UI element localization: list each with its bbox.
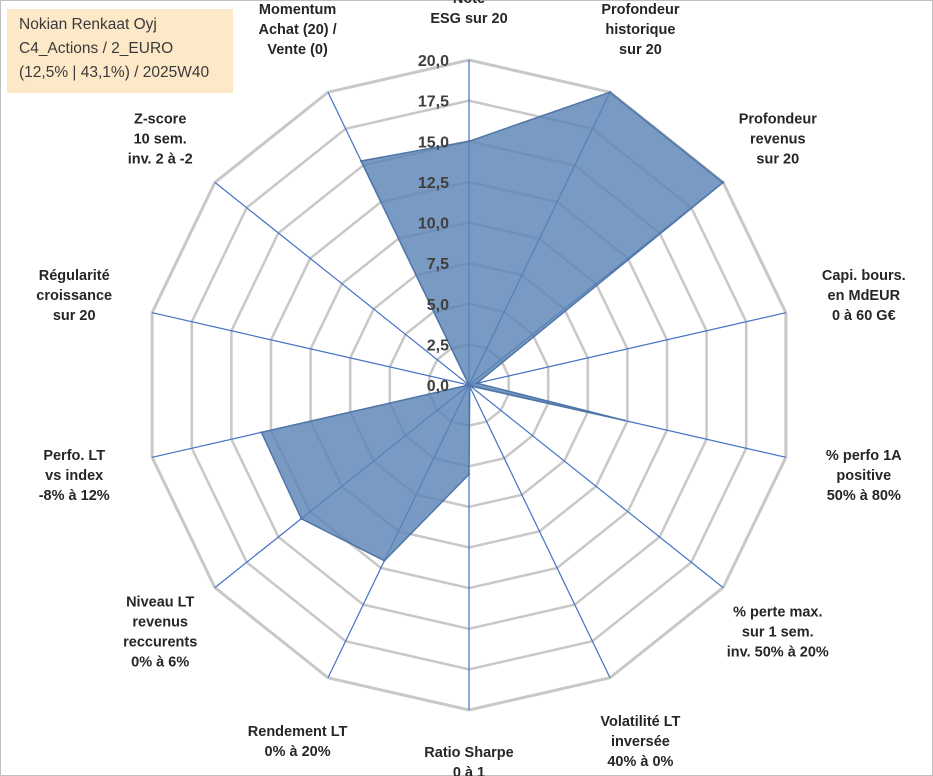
axis-label-line: croissance [36,288,112,304]
data-point [467,473,471,476]
axis-label-line: en MdEUR [828,288,901,304]
axis-label-line: Perfo. LT [43,448,105,464]
axis-label-line: ESG sur 20 [430,11,507,27]
axis-label-line: Ratio Sharpe [424,745,513,761]
axis-label-line: 40% à 0% [607,754,673,770]
axis-label-line: -8% à 12% [39,488,110,504]
axis-label-line: Momentum [259,2,336,18]
axis-label-line: reccurents [123,634,197,650]
axis-label-line: 0 à 1 [453,765,485,776]
tick-label: 7,5 [427,256,449,273]
info-box: Nokian Renkaat Oyj C4_Actions / 2_EURO (… [7,9,233,93]
axis-label-line: Profondeur [739,112,817,128]
axis-label: Momentum Achat (20) / Vente (0) [259,2,337,58]
axis-label-line: vs index [45,468,103,484]
data-point [467,140,471,143]
axis-label-line: 0% à 20% [265,744,331,760]
axis-label: Profondeur historique sur 20 [601,2,679,58]
info-company-name: Nokian Renkaat Oyj [19,16,157,33]
tick-label: 0,0 [427,378,449,395]
axis-label-line: Rendement LT [248,724,348,740]
axis-spoke [468,312,787,386]
axis-label-line: sur 20 [619,42,662,58]
radar-series [260,91,725,562]
axis-label-line: positive [836,468,891,484]
axis-label-line: 0% à 6% [131,654,189,670]
axis-label-line: inv. 2 à -2 [128,152,193,168]
tick-label: 5,0 [427,297,449,314]
axis-spoke [468,384,724,589]
axis-label-line: historique [605,22,675,38]
info-stats: (12,5% | 43,1%) / 2025W40 [19,64,210,81]
tick-label: 15,0 [418,134,449,151]
axis-label: Volatilité LT inversée 40% à 0% [600,714,680,770]
axis-label-line: sur 20 [756,152,799,168]
axis-label-line: % perfo 1A [826,448,902,464]
axis-label-line: Vente (0) [267,42,328,58]
axis-spoke [151,312,470,386]
axis-label-line: sur 1 sem. [742,624,814,640]
axis-label: Rendement LT 0% à 20% [248,724,348,760]
axis-label: Capi. bours. en MdEUR 0 à 60 G€ [822,268,906,324]
data-point [623,419,626,422]
data-point [383,559,386,562]
axis-label-line: Régularité [39,268,110,284]
axis-label-line: 50% à 80% [827,488,901,504]
axis-label-line: Volatilité LT [600,714,680,730]
data-point [260,431,263,434]
axis-label-line: inv. 50% à 20% [727,644,829,660]
axis-label-line: revenus [132,614,188,630]
data-point [721,181,725,184]
tick-label: 20,0 [418,53,449,70]
axis-label: Perfo. LT vs index -8% à 12% [39,448,110,504]
axis-spoke [468,384,611,679]
series-area [260,91,724,562]
tick-label: 12,5 [418,175,449,192]
axis-label-line: % perte max. [733,604,822,620]
data-point [300,517,303,520]
axis-label-line: Niveau LT [126,594,194,610]
axis-label-line: Z-score [134,112,186,128]
data-point [359,159,363,163]
radar-tick-labels: 0,0 2,5 5,0 7,5 10,0 12,5 15,0 17,5 20,0 [418,53,449,395]
axis-label-line: 0 à 60 G€ [832,308,896,324]
axis-label: Z-score 10 sem. inv. 2 à -2 [128,112,193,168]
axis-label-line: sur 20 [53,308,96,324]
tick-label: 2,5 [427,337,449,354]
axis-label-line: inversée [611,734,670,750]
tick-label: 17,5 [418,94,449,111]
axis-label-line: revenus [750,132,806,148]
axis-label: Ratio Sharpe 0 à 1 [424,745,513,776]
axis-label: Régularité croissance sur 20 [36,268,112,324]
axis-spoke [214,181,470,386]
axis-label-line: Achat (20) / [259,22,337,38]
data-point [608,91,612,94]
radar-axis-labels: Note ESG sur 20 Profondeur historique sur 20… [36,0,905,776]
axis-label-line: Note [453,0,485,7]
data-point [475,382,479,385]
tick-label: 10,0 [418,216,449,233]
data-point [467,383,471,387]
axis-label-line: 10 sem. [134,132,187,148]
axis-label: % perte max. sur 1 sem. inv. 50% à 20% [727,604,829,660]
axis-label: Note ESG sur 20 [430,0,507,27]
axis-label: % perfo 1A positive 50% à 80% [826,448,902,504]
axis-label: Niveau LT revenus reccurents 0% à 6% [123,594,197,670]
axis-label: Profondeur revenus sur 20 [739,112,817,168]
info-category: C4_Actions / 2_EURO [19,40,174,57]
axis-label-line: Capi. bours. [822,268,906,284]
axis-label-line: Profondeur [601,2,679,18]
